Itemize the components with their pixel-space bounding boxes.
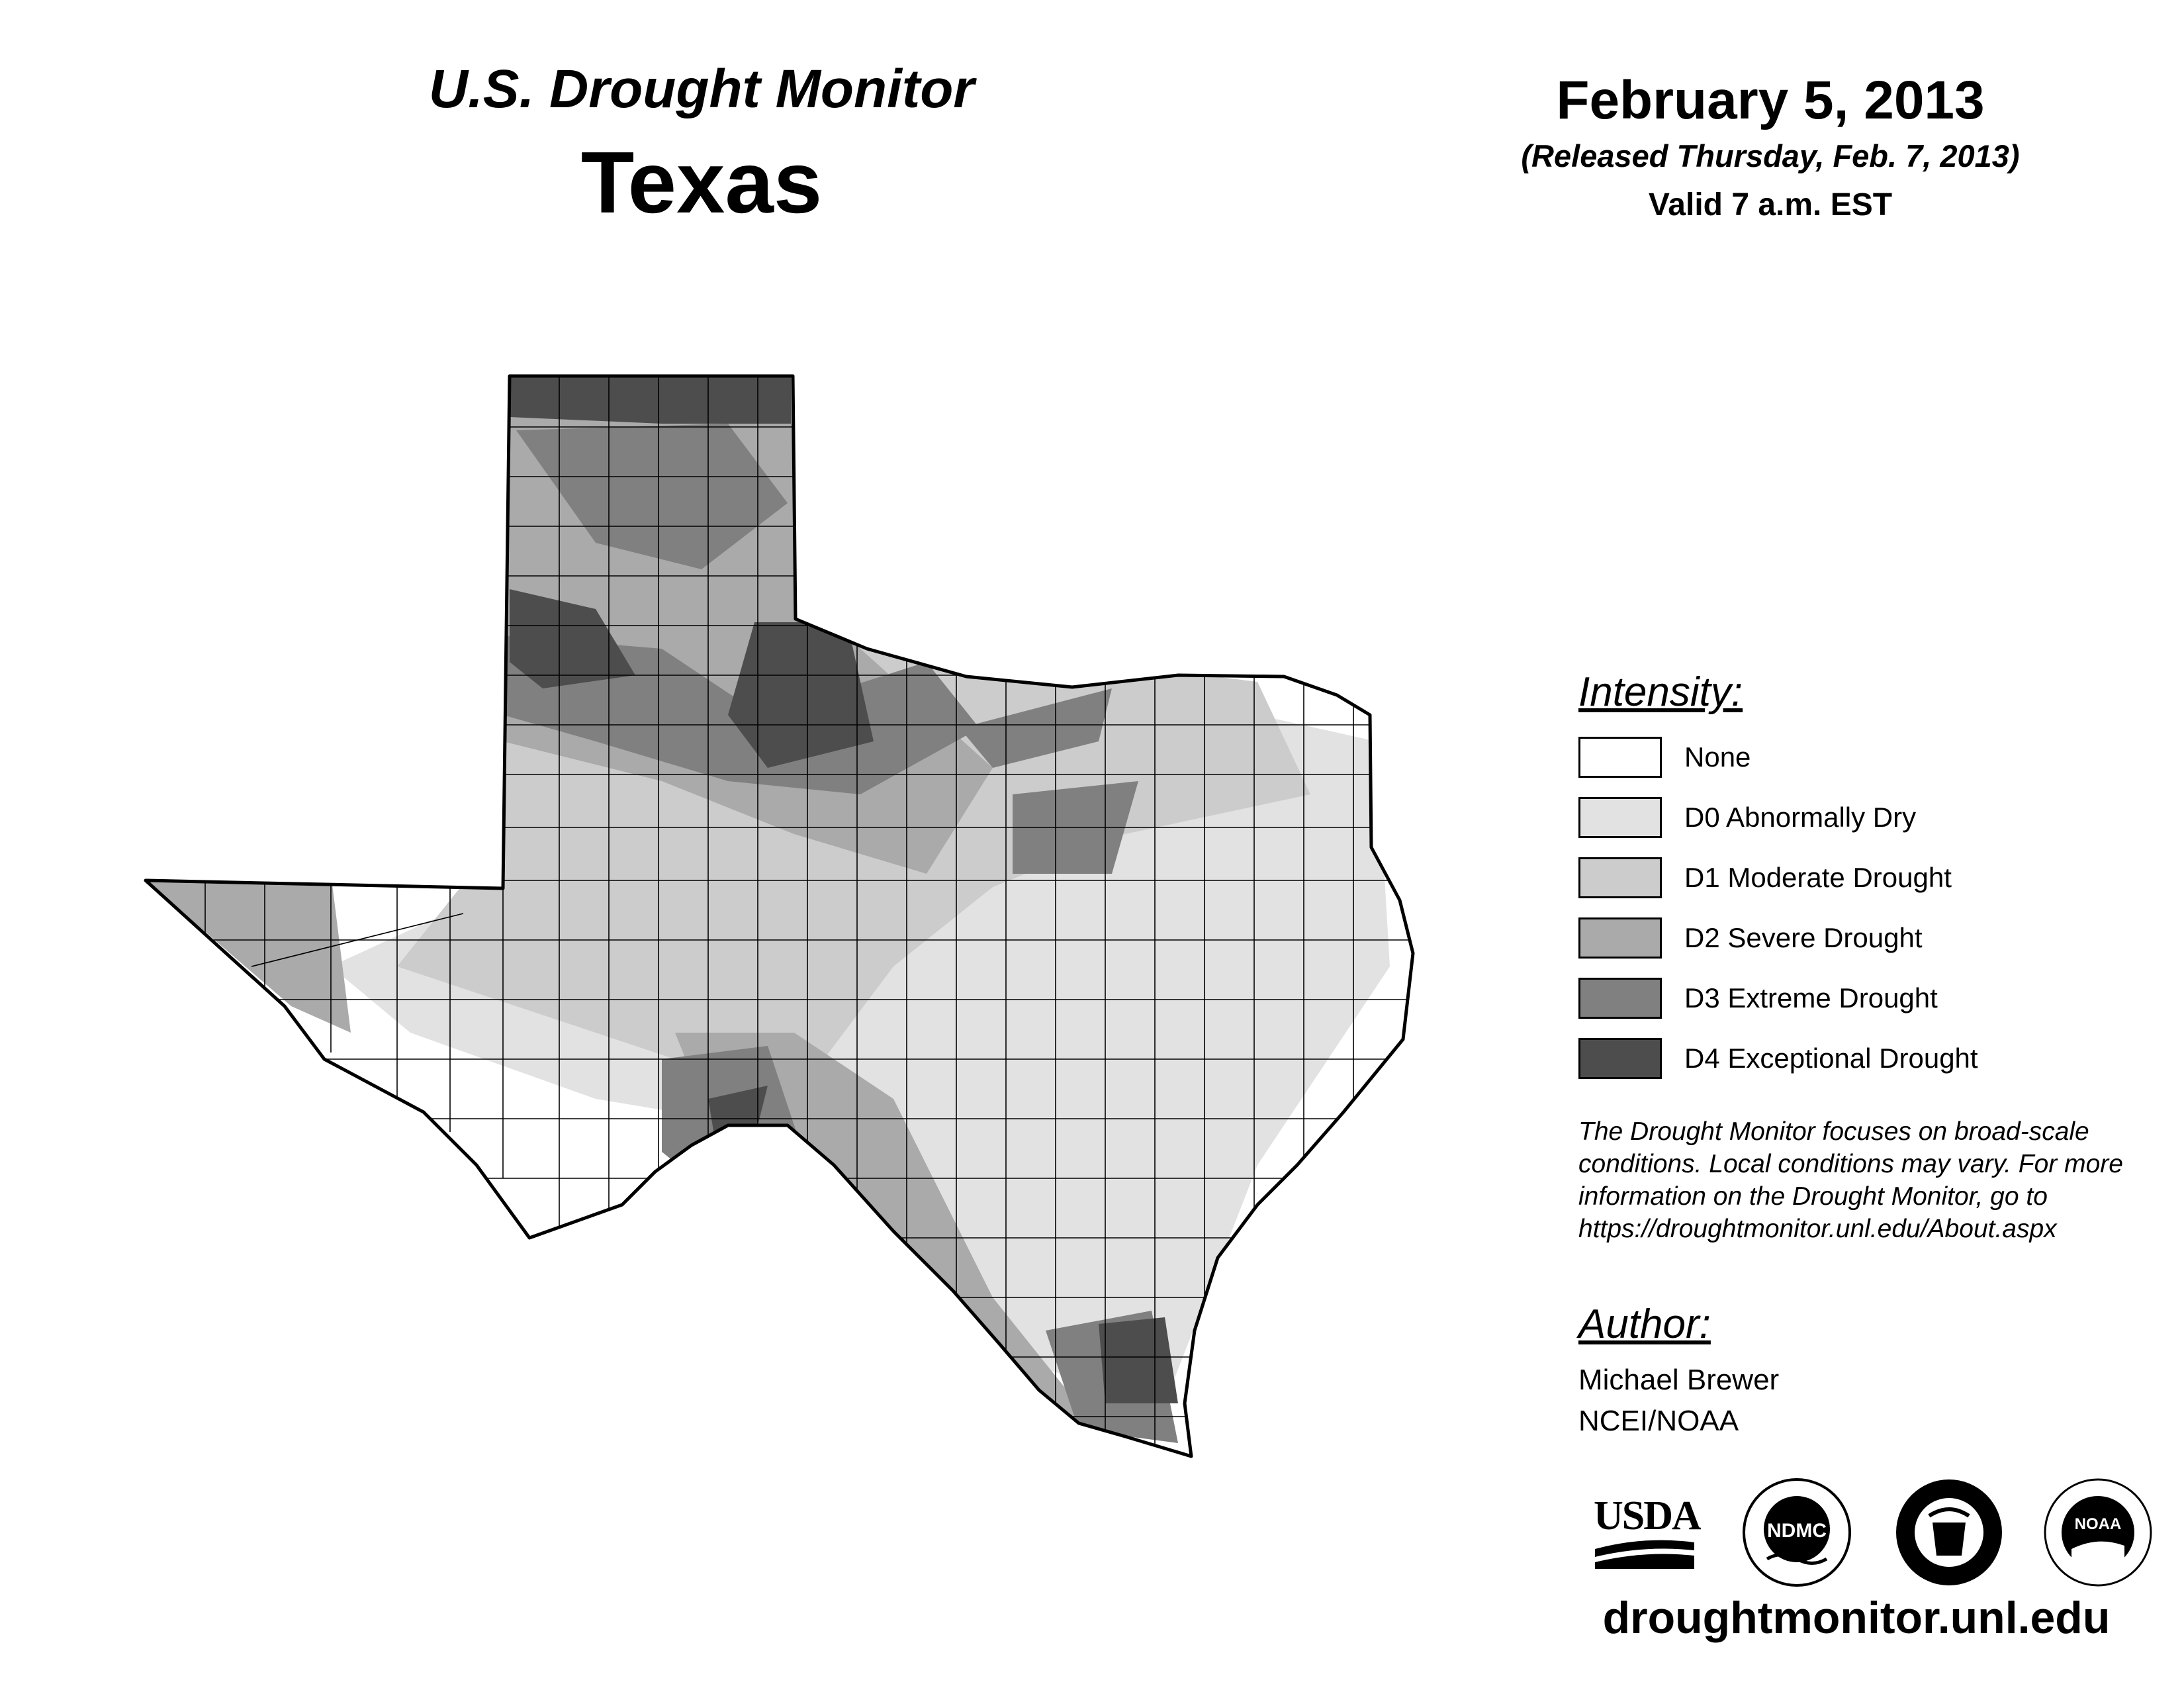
note-line: The Drought Monitor focuses on broad-sca… — [1578, 1117, 2089, 1146]
legend-title: Intensity: — [1578, 669, 1743, 715]
ndmc-logo: NDMC — [1741, 1476, 1853, 1589]
note-line: information on the Drought Monitor, go t… — [1578, 1182, 2048, 1211]
author-title: Author: — [1578, 1301, 1711, 1347]
legend-swatch — [1578, 857, 1662, 898]
legend-swatch — [1578, 737, 1662, 778]
legend-label: D4 Exceptional Drought — [1684, 1043, 1978, 1074]
note-line: conditions. Local conditions may vary. F… — [1578, 1150, 2123, 1178]
footer-url-link[interactable]: droughtmonitor.unl.edu — [1602, 1593, 2111, 1643]
legend-label: None — [1684, 741, 1751, 773]
legend-label: D2 Severe Drought — [1684, 922, 1923, 953]
legend-swatch — [1578, 1038, 1662, 1079]
author-name: Michael Brewer — [1578, 1364, 1780, 1396]
legend-item-d3: D3 Extreme Drought — [1578, 977, 1938, 1019]
map-date: February 5, 2013 — [1556, 70, 1985, 130]
noaa-logo-text: NOAA — [2075, 1515, 2122, 1533]
legend-item-d2: D2 Severe Drought — [1578, 917, 1923, 959]
legend-item-none: None — [1578, 736, 1751, 778]
legend-label: D1 Moderate Drought — [1684, 862, 1952, 893]
legend-label: D0 Abnormally Dry — [1684, 802, 1917, 833]
legend-swatch — [1578, 978, 1662, 1019]
usda-logo: USDA — [1588, 1476, 1703, 1589]
product-title: U.S. Drought Monitor — [428, 59, 975, 119]
release-date: (Released Thursday, Feb. 7, 2013) — [1521, 138, 2020, 173]
legend-swatch — [1578, 917, 1662, 959]
legend-item-d0: D0 Abnormally Dry — [1578, 796, 1916, 839]
legend-swatch — [1578, 797, 1662, 838]
texas-outline — [144, 374, 1415, 1458]
legend-item-d1: D1 Moderate Drought — [1578, 857, 1952, 899]
usda-logo-text: USDA — [1594, 1493, 1701, 1538]
author-org: NCEI/NOAA — [1578, 1405, 1739, 1437]
commerce-seal-logo — [1893, 1476, 2005, 1589]
note-link[interactable]: https://droughtmonitor.unl.edu/About.asp… — [1578, 1215, 2057, 1243]
disclaimer-note: The Drought Monitor focuses on broad-sca… — [1578, 1115, 2174, 1245]
state-title: Texas — [580, 134, 823, 231]
noaa-logo: NOAA — [2042, 1476, 2154, 1589]
legend-label: D3 Extreme Drought — [1684, 982, 1938, 1013]
valid-time: Valid 7 a.m. EST — [1648, 187, 1893, 222]
texas-drought-map — [144, 374, 1415, 1458]
ndmc-logo-text: NDMC — [1767, 1520, 1827, 1542]
legend-item-d4: D4 Exceptional Drought — [1578, 1037, 1978, 1080]
